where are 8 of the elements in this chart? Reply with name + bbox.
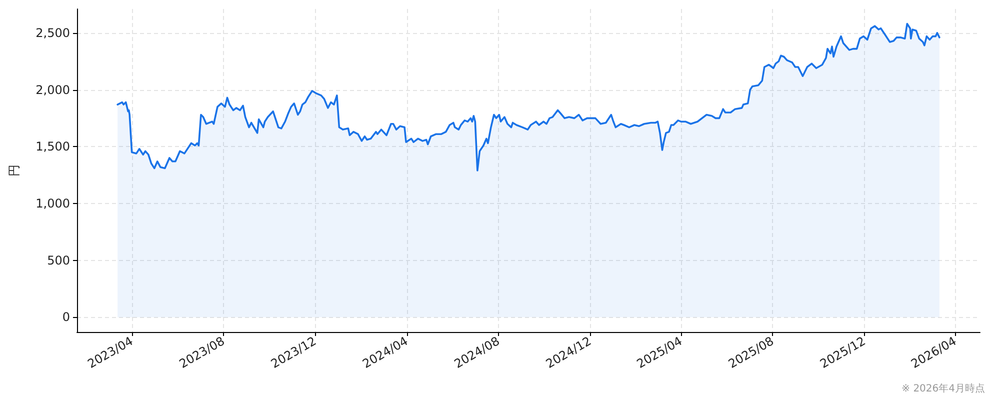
y-tick-label: 2,500 [36,26,70,40]
y-tick-label: 500 [47,253,70,268]
y-tick-label: 2,000 [36,82,70,97]
text: ※ 2026年4月時点 [902,382,986,394]
y-tick-label: 1,500 [36,140,70,154]
y-axis-title: 円 [7,164,21,176]
y-tick-label: 1,000 [36,196,70,210]
y-tick-label: 0 [62,310,70,324]
